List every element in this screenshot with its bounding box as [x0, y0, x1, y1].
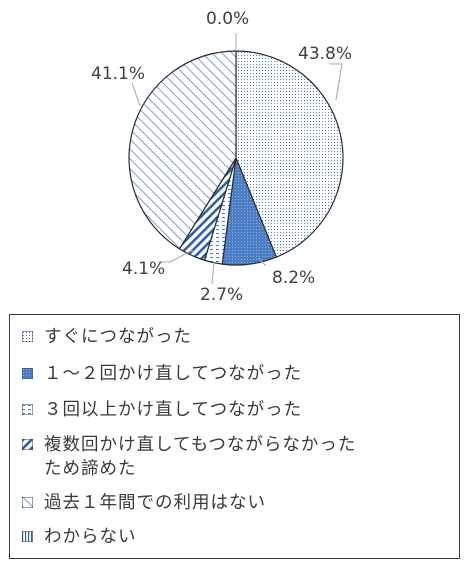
- data-label-slice-1: 43.8%: [298, 44, 353, 64]
- leader-line-1: [330, 63, 343, 101]
- data-label-slice-5: 41.1%: [91, 64, 146, 84]
- legend-label-2: １～２回かけ直してつながった: [44, 364, 303, 384]
- slice-not-used: [128, 50, 237, 250]
- leader-line-5: [131, 82, 141, 107]
- legend-swatch-1: [22, 331, 33, 342]
- leader-line-3: [211, 261, 215, 285]
- data-label-slice-4: 4.1%: [122, 259, 166, 279]
- data-label-slice-3: 2.7%: [200, 285, 244, 305]
- legend-label-6: わからない: [44, 527, 137, 547]
- legend-swatch-6: [22, 531, 33, 542]
- leader-line-4: [158, 249, 194, 263]
- legend-label-1: すぐにつながった: [44, 327, 192, 347]
- legend-swatch-5: [22, 497, 33, 508]
- chart-legend: すぐにつながった １～２回かけ直してつながった ３回以上かけ直してつながった 複…: [9, 314, 460, 559]
- legend-swatch-3: [22, 404, 33, 415]
- legend-label-4-line1: 複数回かけ直してもつながらなかった: [44, 435, 357, 455]
- pie-chart: [128, 33, 344, 285]
- legend-swatch-2: [22, 368, 33, 379]
- leader-line-2: [257, 257, 267, 267]
- legend-swatch-4: [22, 439, 33, 450]
- legend-label-4-line2: ため諦めた: [44, 459, 137, 479]
- legend-item-4: 複数回かけ直してもつながらなかった ため諦めた: [22, 433, 452, 483]
- legend-label-3: ３回以上かけ直してつながった: [44, 400, 303, 420]
- legend-label-5: 過去１年間での利用はない: [44, 493, 266, 513]
- data-label-slice-2: 8.2%: [272, 268, 316, 288]
- data-label-slice-6: 0.0%: [206, 9, 250, 29]
- slice-immediate: [235, 50, 344, 258]
